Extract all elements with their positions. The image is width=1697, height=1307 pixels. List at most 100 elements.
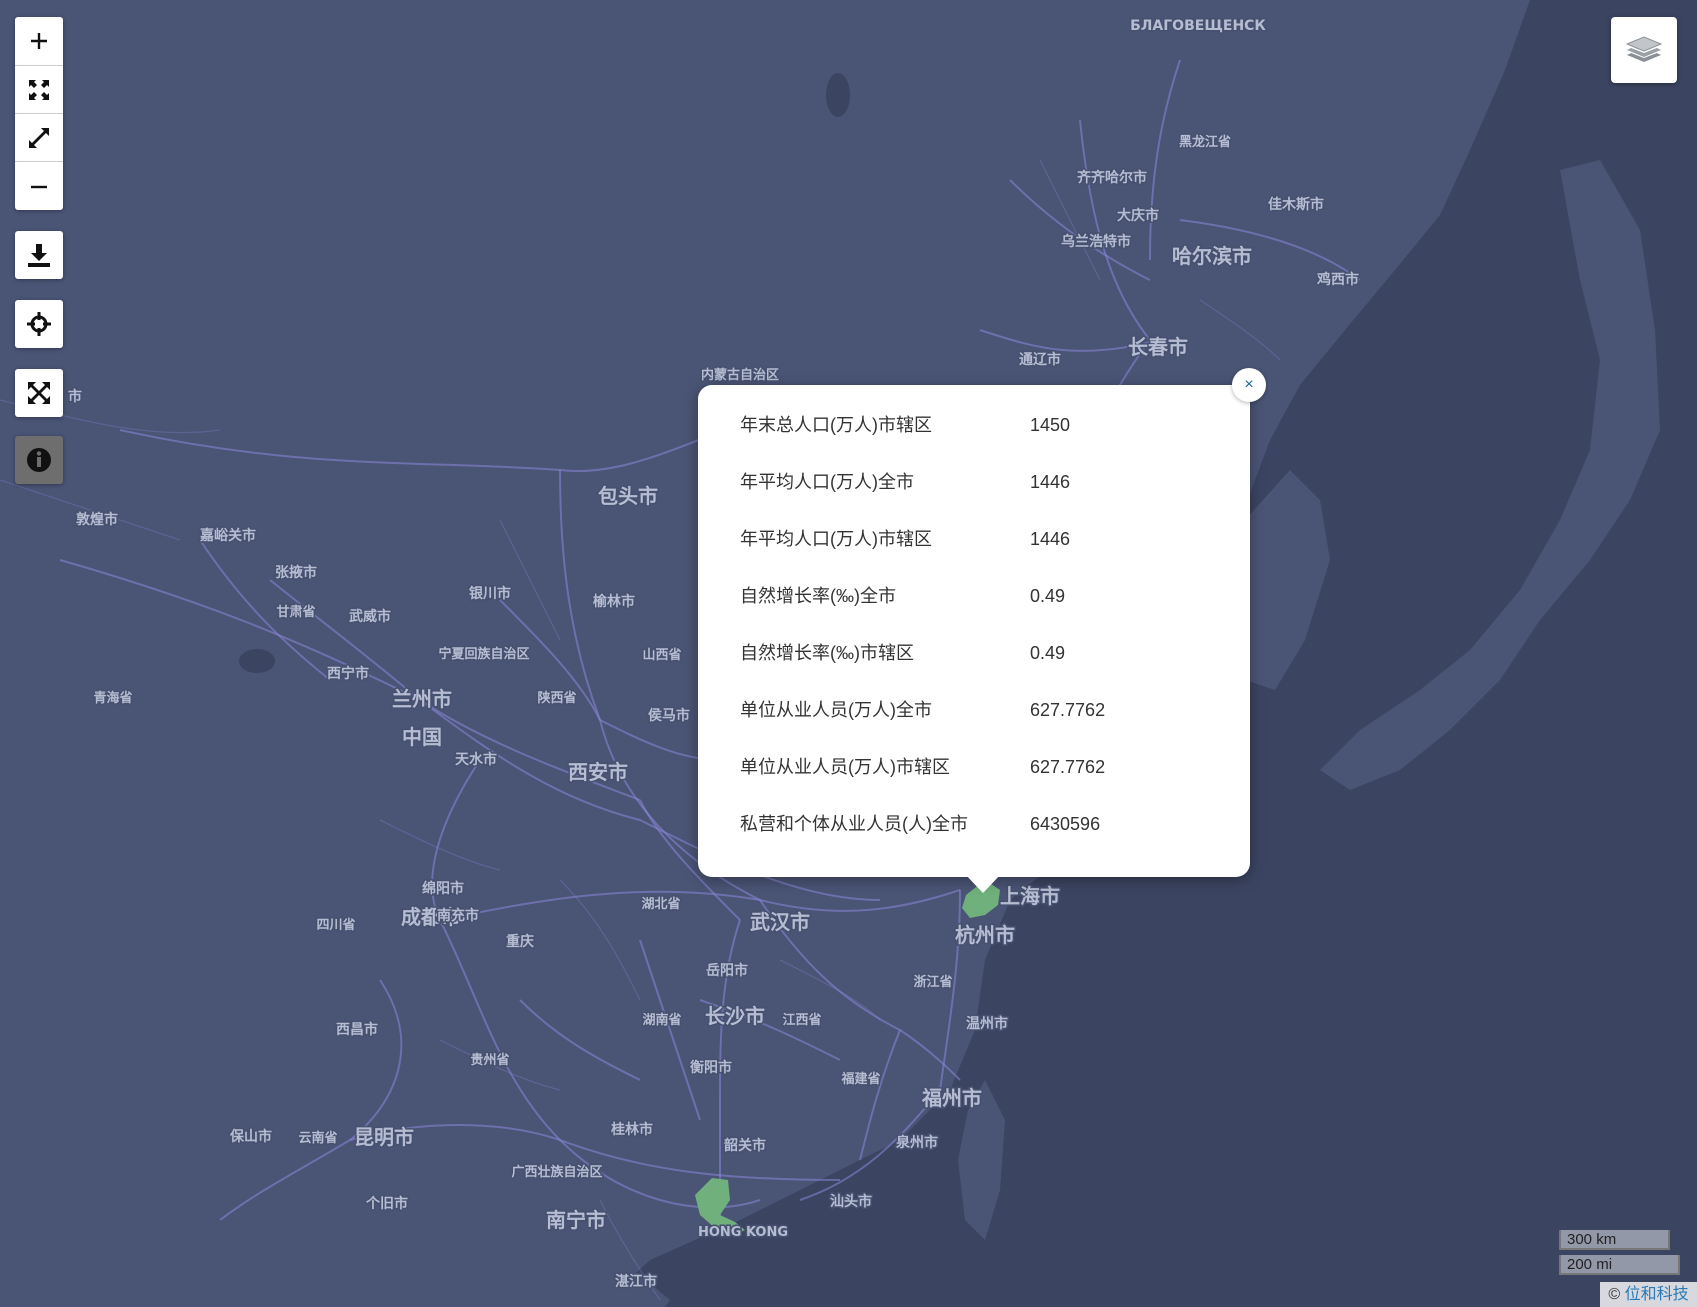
attribution: © 位和科技 [1600,1282,1697,1307]
hainan [600,1275,670,1307]
popup-row-value: 1446 [1030,472,1071,492]
place-label: 武汉市 [750,910,810,934]
place-label: 榆林市 [593,593,635,610]
expand-diagonal-icon [29,128,49,148]
popup-row-value: 6430596 [1030,814,1101,834]
place-label: 嘉峪关市 [199,527,256,544]
place-label: 保山市 [229,1128,272,1145]
place-label: 湖南省 [642,1012,681,1028]
popup-row-value: 627.7762 [1030,700,1106,720]
place-label: 上海市 [1000,884,1060,908]
crosshair-icon [27,312,51,336]
plus-icon [31,33,47,49]
close-icon: × [1244,376,1254,393]
copyright-symbol: © [1608,1286,1621,1303]
place-label: 侯马市 [648,707,690,724]
minor-roads [0,159,1281,1301]
place-label: 福州市 [921,1086,982,1110]
place-label: 贵州省 [470,1052,509,1068]
place-label: 通辽市 [1019,351,1061,368]
place-label: 天水市 [455,751,497,768]
place-label: 温州市 [966,1015,1008,1032]
layers-icon [1625,36,1663,62]
place-label: 中国 [402,725,442,749]
fit-extent-icon [29,80,49,100]
place-label: 汕头市 [830,1193,872,1210]
place-label: HONG KONG [698,1225,788,1240]
place-label: 佳木斯市 [1268,196,1324,213]
fullscreen-button[interactable] [15,369,63,417]
place-label: 云南省 [298,1130,337,1146]
place-label: 湖北省 [641,896,680,912]
download-button[interactable] [15,231,63,279]
attribution-link[interactable]: 位和科技 [1624,1286,1689,1303]
place-label: 宁夏回族自治区 [438,646,529,662]
taiwan [958,1080,1005,1240]
place-label: 青海省 [93,690,132,706]
layer-switcher-button[interactable] [1611,17,1677,83]
place-label: 银川市 [469,585,511,602]
place-label: 泉州市 [896,1134,938,1151]
popup-row-value: 1450 [1030,415,1071,435]
popup-pointer [964,873,1002,893]
popup-row-value: 0.49 [1030,643,1066,663]
full-extent-button[interactable] [15,113,63,162]
popup-row-label: 年平均人口(万人)全市 [740,472,914,492]
popup-row-label: 自然增长率(‰)市辖区 [740,643,914,663]
place-label: 包头市 [598,484,658,508]
place-label: 兰州市 [392,687,452,711]
place-label: 江西省 [782,1012,821,1028]
popup-row-label: 年末总人口(万人)市辖区 [740,415,932,435]
place-label: 重庆 [506,933,534,950]
popup-row-value: 0.49 [1030,586,1066,606]
scale-bar-mi: 200 mi [1559,1255,1680,1275]
place-label: 衡阳市 [690,1059,732,1076]
place-label: 杭州市 [955,923,1015,947]
place-label: 绵阳市 [422,880,464,897]
lake [826,73,850,117]
place-label: 南宁市 [546,1208,606,1232]
minus-icon [31,185,47,189]
lake [239,649,275,673]
fit-extent-button[interactable] [15,65,63,114]
place-label: 敦煌市 [76,511,118,528]
highlighted-region-guangzhou[interactable] [695,1178,745,1235]
place-label: 广西壮族自治区 [511,1164,602,1180]
place-label: 韶关市 [724,1137,766,1154]
popup-row-label: 自然增长率(‰)全市 [740,586,896,606]
scale-bar-km: 300 km [1559,1230,1670,1250]
locate-button[interactable] [15,300,63,348]
place-label: 成都市 [401,905,461,929]
zoom-out-button[interactable] [15,161,63,210]
east-sea [600,0,1697,1307]
place-label: 昆明市 [354,1125,414,1149]
place-label: 湛江市 [615,1273,657,1290]
place-label: 鸡西市 [1316,271,1359,288]
place-label: 甘肃省 [276,604,315,620]
fullscreen-icon [28,382,50,404]
place-label: 浙江省 [913,974,952,990]
place-label: 陕西省 [537,690,576,706]
info-button[interactable] [15,436,63,484]
place-label: 市 [68,388,82,405]
place-label: 内蒙古自治区 [701,367,779,383]
place-label: 福建省 [840,1071,880,1087]
info-icon [27,448,51,472]
zoom-control-group [15,17,63,210]
zoom-in-button[interactable] [15,17,63,65]
popup-row-value: 627.7762 [1030,757,1106,777]
place-label: 长春市 [1128,335,1188,359]
korea-peninsula [1230,470,1330,690]
popup-row-label: 单位从业人员(万人)市辖区 [740,757,950,777]
feature-info-popup: 年末总人口(万人)市辖区 1450 年平均人口(万人)全市 1446 年平均人口(万… [698,385,1250,877]
place-label: БЛАГОВЕЩЕНСК [1130,18,1266,34]
place-label: 桂林市 [610,1121,653,1138]
place-label: 乌兰浩特市 [1061,233,1131,250]
place-label: 黑龙江省 [1179,134,1231,150]
place-label: 南充市 [437,907,479,924]
popup-close-button[interactable]: × [1232,368,1266,402]
place-label: 西宁市 [327,665,369,682]
place-label: 四川省 [316,917,355,933]
popup-row-label: 年平均人口(万人)市辖区 [740,529,932,549]
